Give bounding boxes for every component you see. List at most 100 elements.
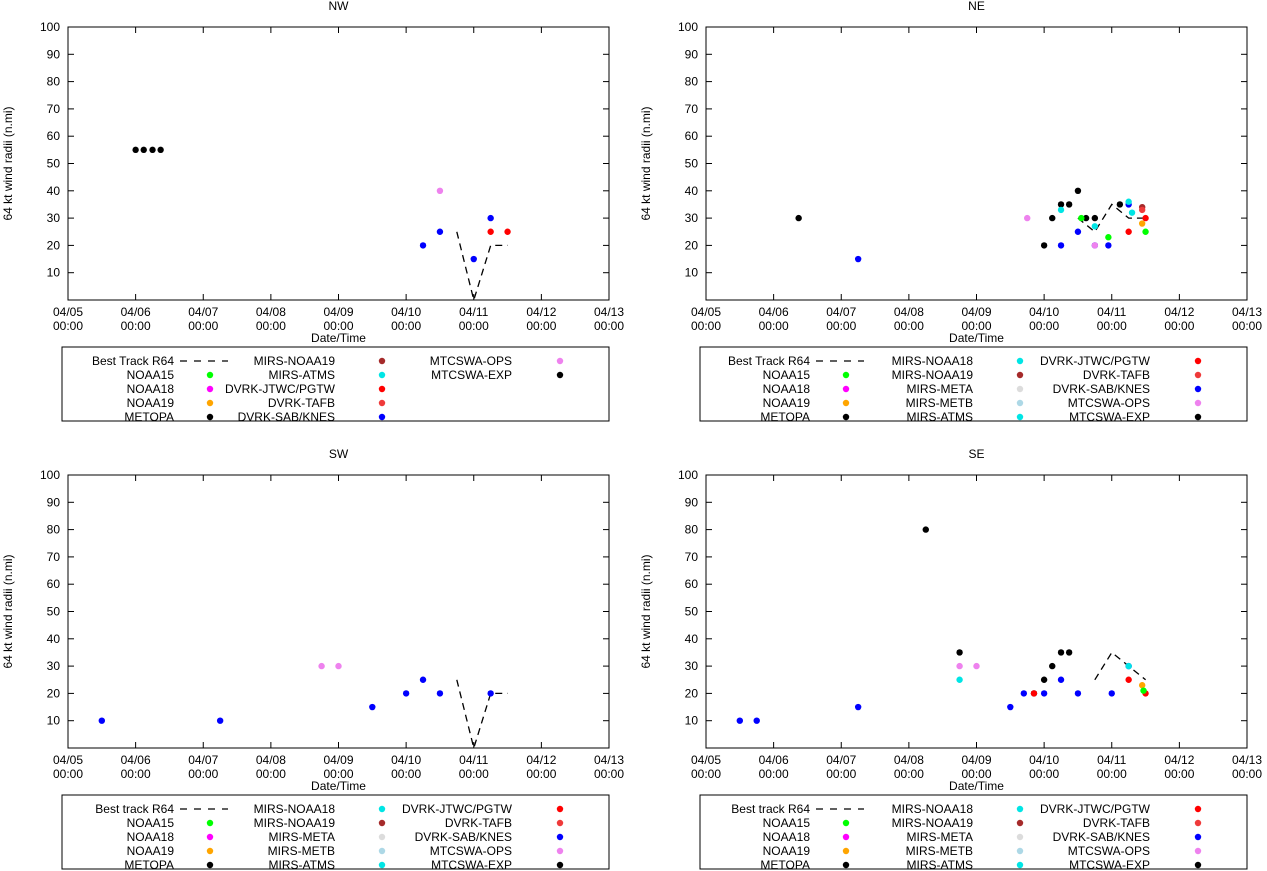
x-tick-label-date: 04/06	[121, 305, 151, 319]
chart-panel-nw: NW10203040506070809010004/0500:0004/0600…	[1, 0, 624, 424]
legend-label: DVRK-SAB/KNES	[1053, 830, 1150, 844]
legend-frame	[61, 794, 610, 870]
data-point	[795, 214, 802, 222]
y-tick-label: 70	[47, 102, 61, 116]
legend-label: MIRS-METB	[906, 396, 973, 410]
plot-frame	[67, 474, 610, 749]
legend-label: METOPA	[124, 410, 174, 424]
y-tick-label: 30	[685, 211, 699, 225]
data-point	[1128, 209, 1136, 216]
y-tick-label: 50	[685, 157, 699, 171]
y-axis-label: 64 kt wind radii (n.mi)	[1, 106, 15, 220]
legend-marker	[1194, 861, 1202, 869]
data-point	[132, 146, 139, 154]
data-point	[335, 662, 342, 670]
x-tick-label-date: 04/07	[188, 753, 218, 767]
legend-label: NOAA15	[127, 816, 175, 830]
legend-marker	[1016, 847, 1024, 855]
x-tick-label-date: 04/09	[323, 305, 353, 319]
x-tick-label-time: 00:00	[1232, 319, 1262, 333]
x-tick-label-date: 04/12	[1164, 753, 1194, 767]
plot-frame	[705, 26, 1248, 301]
series-dvrk-jtwc-pgtw	[1030, 676, 1149, 697]
x-tick-label-time: 00:00	[759, 767, 789, 781]
x-tick-label-time: 00:00	[323, 767, 353, 781]
x-axis-label: Date/Time	[311, 331, 366, 345]
legend-marker	[378, 357, 386, 365]
legend-label: DVRK-SAB/KNES	[415, 830, 512, 844]
legend-marker	[842, 413, 850, 421]
y-tick-label: 30	[47, 211, 61, 225]
legend-label: MIRS-META	[907, 830, 973, 844]
data-point	[1078, 214, 1085, 222]
legend-marker	[842, 399, 850, 407]
data-point	[419, 242, 427, 249]
series-noaa19	[1138, 220, 1146, 227]
y-tick-label: 20	[47, 686, 61, 700]
x-tick-label-date: 04/11	[1097, 753, 1126, 767]
series-dvrk-tafb	[1138, 206, 1146, 214]
chart-panel-se: SE10203040506070809010004/0500:0004/0600…	[639, 447, 1262, 871]
y-tick-label: 30	[685, 659, 699, 673]
chart-panel-ne: NE10203040506070809010004/0500:0004/0600…	[639, 0, 1262, 424]
plot-frame	[705, 474, 1248, 749]
legend-label: DVRK-TAFB	[1083, 816, 1150, 830]
series-noaa19	[1138, 682, 1146, 689]
legend-label: MTCSWA-EXP	[1069, 858, 1150, 871]
data-point	[487, 228, 494, 235]
legend-marker	[556, 371, 564, 379]
x-tick-label-date: 04/11	[459, 305, 488, 319]
x-tick-label-date: 04/13	[1232, 753, 1262, 767]
data-point	[436, 187, 444, 194]
x-tick-label-date: 04/08	[894, 305, 924, 319]
data-point	[1020, 690, 1028, 697]
data-point	[1040, 242, 1048, 249]
legend-marker	[842, 819, 850, 827]
y-tick-label: 30	[47, 659, 61, 673]
y-tick-label: 40	[47, 632, 61, 646]
x-axis-label: Date/Time	[949, 779, 1004, 793]
legend-label: MIRS-NOAA18	[892, 354, 974, 368]
chart-panel-sw: SW10203040506070809010004/0500:0004/0600…	[1, 447, 624, 871]
legend-marker	[1194, 805, 1202, 813]
series-dvrk-sab-knes	[419, 214, 494, 263]
legend-label: DVRK-TAFB	[268, 396, 335, 410]
legend-marker	[378, 385, 386, 393]
legend-label: MIRS-META	[269, 830, 335, 844]
x-tick-label-time: 00:00	[1164, 767, 1194, 781]
legend-marker	[1194, 371, 1202, 379]
chart-title: SW	[329, 447, 349, 461]
data-point	[1065, 649, 1073, 656]
legend-label: Best Track R64	[728, 354, 810, 368]
x-tick-label-time: 00:00	[121, 767, 151, 781]
legend-label: METOPA	[124, 858, 174, 871]
x-tick-label-time: 00:00	[759, 319, 789, 333]
legend-marker	[1194, 385, 1202, 393]
data-point	[956, 662, 963, 670]
legend-marker	[1016, 833, 1024, 841]
y-tick-label: 80	[47, 523, 61, 537]
legend-marker	[378, 399, 386, 407]
x-tick-label-date: 04/08	[256, 305, 286, 319]
legend-label: Best Track R64	[92, 354, 174, 368]
data-point	[419, 676, 427, 683]
y-tick-label: 70	[47, 550, 61, 564]
data-point	[1138, 220, 1146, 227]
y-tick-label: 10	[685, 714, 699, 728]
data-point	[1125, 228, 1132, 235]
best-track-line	[1094, 651, 1147, 681]
x-tick-label-time: 00:00	[826, 319, 856, 333]
legend-marker	[556, 847, 564, 855]
legend-label: DVRK-TAFB	[1083, 368, 1150, 382]
x-axis-label: Date/Time	[949, 331, 1004, 345]
series-mtcswa-ops	[956, 662, 980, 670]
legend-marker	[842, 847, 850, 855]
x-tick-label-time: 00:00	[188, 319, 218, 333]
data-point	[157, 146, 164, 154]
x-tick-label-date: 04/06	[759, 305, 789, 319]
data-point	[436, 228, 444, 235]
x-tick-label-time: 00:00	[594, 767, 624, 781]
data-point	[1142, 228, 1149, 235]
data-point	[1007, 703, 1014, 711]
